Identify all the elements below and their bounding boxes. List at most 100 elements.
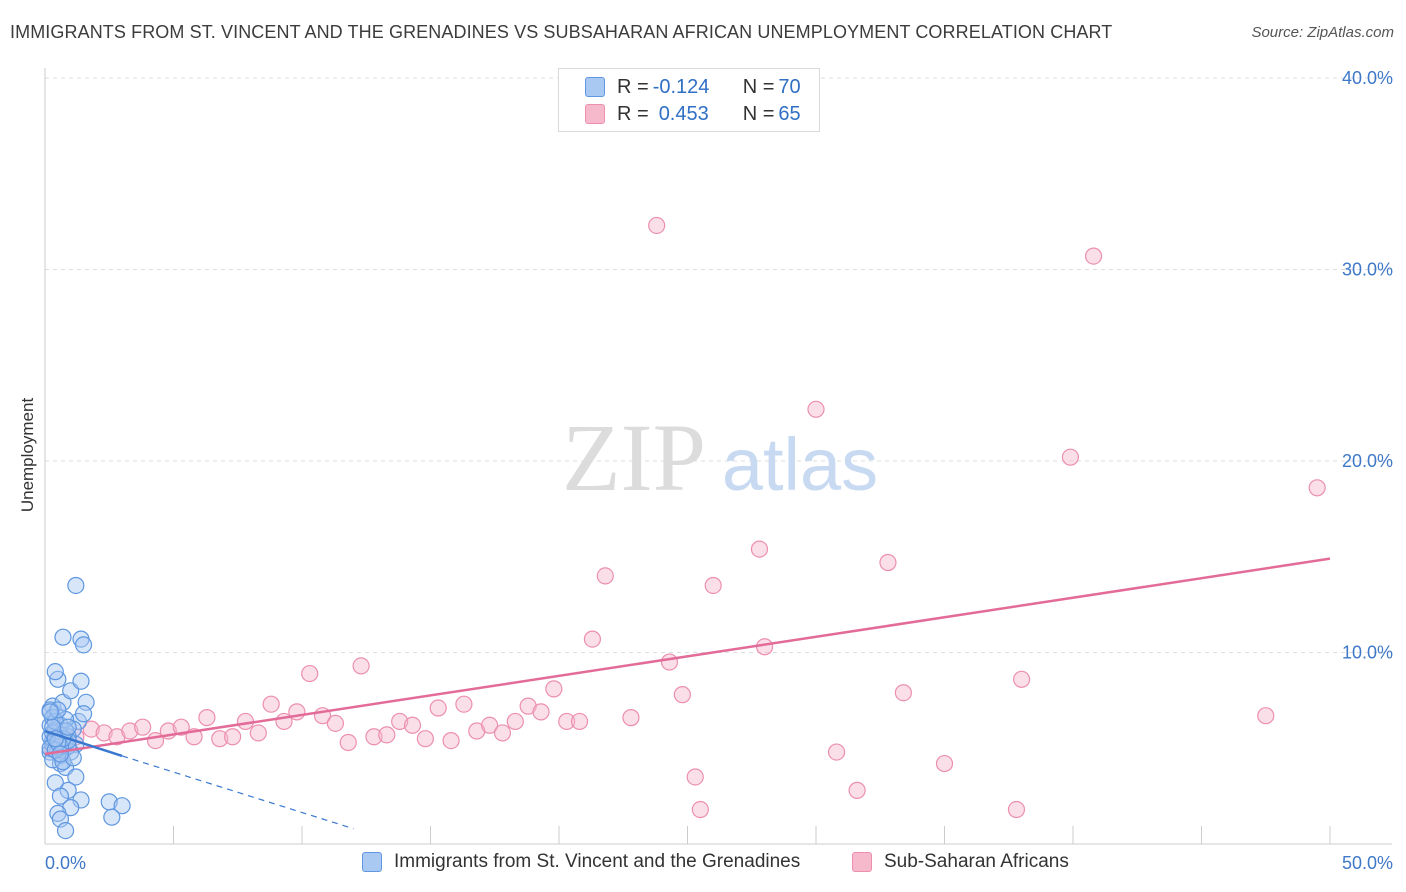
data-point-sub-saharan	[1012, 670, 1031, 688]
source-label: Source: ZipAtlas.com	[1251, 24, 1394, 41]
data-point-sub-saharan	[807, 400, 825, 418]
data-point-st-vincent	[74, 636, 93, 654]
trend-line-st-vincent	[44, 729, 123, 758]
data-point-st-vincent	[113, 797, 131, 815]
data-point-sub-saharan	[750, 540, 769, 558]
data-point-sub-saharan	[224, 728, 242, 746]
data-point-sub-saharan	[301, 664, 319, 683]
x-tick-label: 50.0%	[1342, 853, 1393, 873]
data-point-sub-saharan	[82, 720, 100, 738]
data-point-sub-saharan	[1257, 707, 1275, 725]
data-point-sub-saharan	[532, 703, 550, 721]
tick-labels: 10.0% 20.0% 30.0% 40.0% 0.0% 50.0%	[45, 68, 1393, 873]
legend-item-sub-saharan[interactable]: Sub-Saharan Africans	[852, 851, 1069, 873]
legend-r-label: R =	[617, 75, 649, 98]
data-point-sub-saharan	[198, 709, 216, 727]
data-point-st-vincent	[67, 768, 85, 786]
data-point-sub-saharan	[848, 781, 866, 799]
data-point-sub-saharan	[894, 684, 912, 702]
data-point-sub-saharan	[378, 726, 396, 744]
data-point-sub-saharan	[95, 724, 113, 742]
data-point-sub-saharan	[506, 712, 524, 731]
series-legend: Immigrants from St. Vincent and the Gren…	[0, 851, 1406, 877]
data-point-st-vincent	[56, 821, 75, 840]
data-point-st-vincent	[67, 576, 85, 595]
data-point-st-vincent	[72, 672, 90, 690]
data-point-sub-saharan	[660, 653, 679, 671]
data-point-sub-saharan	[879, 553, 897, 572]
data-point-st-vincent	[51, 745, 70, 763]
data-point-sub-saharan	[403, 716, 422, 734]
legend-swatch-blue	[362, 852, 382, 872]
x-tick-label: 0.0%	[45, 853, 86, 873]
data-point-sub-saharan	[493, 724, 512, 742]
y-tick-label: 20.0%	[1342, 451, 1393, 471]
trend-lines	[44, 557, 1331, 830]
data-point-sub-saharan	[691, 800, 709, 819]
legend-label: Sub-Saharan Africans	[884, 851, 1069, 872]
series-sub-saharan-africans	[44, 216, 1326, 819]
legend-n-label: N =	[742, 75, 775, 98]
data-point-sub-saharan	[134, 718, 152, 736]
correlation-legend: R = -0.124 N = 70 R = 0.453 N = 65	[558, 68, 820, 132]
legend-item-st-vincent[interactable]: Immigrants from St. Vincent and the Gren…	[362, 851, 800, 873]
watermark-zip: ZIP	[562, 404, 706, 511]
data-point-st-vincent	[51, 787, 70, 805]
data-point-sub-saharan	[429, 699, 447, 717]
y-tick-label: 10.0%	[1342, 643, 1393, 663]
trend-line-sub-saharan	[44, 557, 1331, 756]
data-point-sub-saharan	[481, 716, 499, 734]
legend-swatch-blue	[585, 77, 605, 97]
watermark: ZIP atlas	[562, 404, 878, 511]
data-point-sub-saharan	[622, 709, 640, 727]
data-point-sub-saharan	[352, 657, 370, 675]
data-point-sub-saharan	[416, 730, 434, 748]
data-point-st-vincent	[59, 718, 77, 736]
series-st-vincent-immigrants	[41, 576, 131, 840]
data-point-sub-saharan	[673, 686, 691, 704]
data-point-sub-saharan	[249, 724, 267, 742]
data-point-sub-saharan	[455, 695, 473, 713]
data-point-sub-saharan	[121, 722, 139, 740]
data-point-sub-saharan	[570, 712, 589, 731]
data-point-sub-saharan	[545, 680, 563, 698]
data-point-sub-saharan	[1007, 800, 1026, 819]
data-point-sub-saharan	[365, 728, 383, 746]
legend-swatch-pink	[852, 852, 872, 872]
data-point-sub-saharan	[1308, 479, 1326, 497]
legend-n-label: N =	[742, 102, 775, 125]
legend-n-value: 70	[778, 75, 801, 98]
data-point-sub-saharan	[326, 714, 345, 732]
data-point-sub-saharan	[827, 743, 846, 761]
legend-swatch-pink	[585, 104, 605, 124]
data-point-sub-saharan	[596, 567, 614, 585]
legend-n-value: 65	[778, 102, 801, 125]
legend-r-value: -0.124	[652, 75, 710, 98]
data-point-sub-saharan	[1061, 448, 1080, 466]
data-point-sub-saharan	[755, 638, 774, 656]
data-point-st-vincent	[54, 628, 72, 646]
y-axis-label: Unemployment	[18, 397, 37, 513]
gridlines	[45, 77, 1392, 653]
data-point-sub-saharan	[339, 733, 357, 752]
legend-label: Immigrants from St. Vincent and the Gren…	[394, 851, 801, 872]
data-point-sub-saharan	[704, 576, 722, 595]
data-point-sub-saharan	[558, 712, 576, 731]
data-point-st-vincent	[103, 808, 121, 826]
data-point-st-vincent	[74, 705, 93, 723]
data-point-sub-saharan	[583, 630, 602, 648]
data-point-sub-saharan	[262, 695, 280, 713]
data-point-sub-saharan	[211, 730, 229, 748]
y-tick-label: 30.0%	[1342, 260, 1393, 280]
legend-row-blue: R = -0.124 N = 70	[585, 75, 801, 99]
legend-r-label: R =	[617, 102, 649, 125]
watermark-atlas: atlas	[722, 423, 878, 506]
data-point-sub-saharan	[391, 712, 409, 731]
data-point-sub-saharan	[442, 731, 460, 750]
data-point-sub-saharan	[1084, 247, 1103, 265]
data-point-sub-saharan	[686, 768, 704, 786]
legend-r-value: 0.453	[658, 102, 709, 125]
legend-row-pink: R = 0.453 N = 65	[585, 102, 801, 126]
data-point-sub-saharan	[172, 718, 190, 736]
